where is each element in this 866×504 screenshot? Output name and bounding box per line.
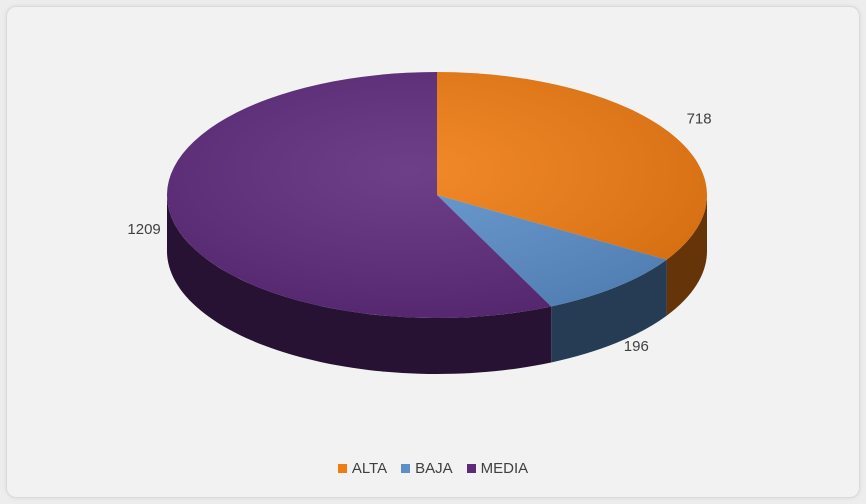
legend-label-media: MEDIA <box>480 460 529 477</box>
data-label-media: 1209 <box>127 221 160 238</box>
data-label-baja: 196 <box>624 338 649 355</box>
data-label-alta: 718 <box>687 111 712 128</box>
pie-side-media <box>167 195 552 374</box>
legend-item-baja: BAJA <box>401 460 453 477</box>
legend-item-media: MEDIA <box>466 460 529 477</box>
legend: ALTA BAJA MEDIA <box>0 460 866 477</box>
pie-side-alta <box>666 195 707 316</box>
legend-swatch-alta <box>337 464 347 473</box>
legend-label-alta: ALTA <box>351 460 388 477</box>
pie-side-baja <box>551 259 667 363</box>
pie-top-shading <box>167 72 707 318</box>
legend-swatch-media <box>466 464 476 473</box>
legend-swatch-baja <box>401 464 411 473</box>
legend-item-alta: ALTA <box>337 460 388 477</box>
legend-label-baja: BAJA <box>415 460 453 477</box>
